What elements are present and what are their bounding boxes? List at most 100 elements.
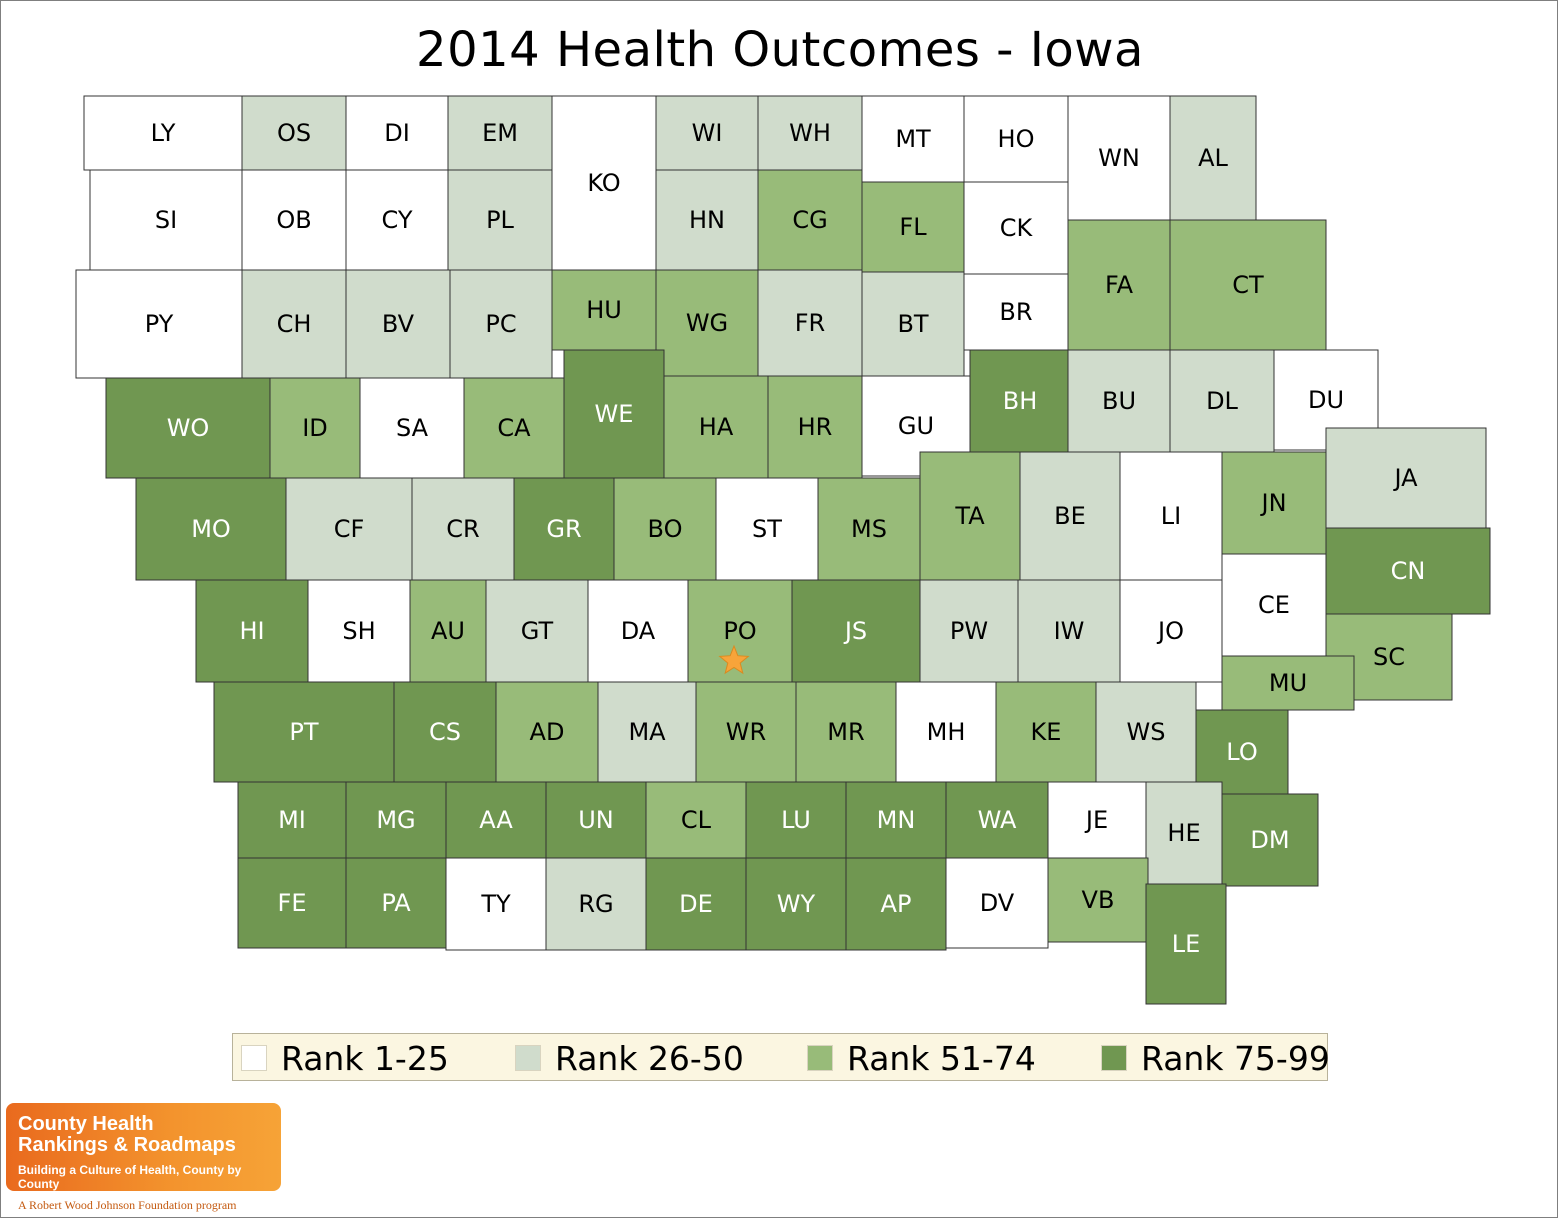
county-mn: MN [845, 781, 947, 859]
legend-swatch [1101, 1045, 1127, 1071]
county-dl: DL [1169, 349, 1275, 453]
county-shape [845, 857, 947, 951]
county-py: PY [75, 269, 243, 379]
legend-swatch [515, 1045, 541, 1071]
county-shape [1095, 681, 1197, 783]
county-we: WE [563, 349, 665, 479]
county-st: ST [715, 477, 819, 581]
county-label: BR [999, 298, 1032, 326]
county-ke: KE [995, 681, 1097, 783]
county-shape [1047, 781, 1147, 859]
county-gr: GR [513, 477, 615, 581]
county-wa: WA [945, 781, 1049, 859]
county-label: HR [798, 413, 833, 441]
county-ho: HO [963, 95, 1069, 183]
county-mu: MU [1221, 655, 1355, 711]
county-shape [463, 377, 565, 479]
county-label: JN [1259, 489, 1286, 517]
county-label: HI [239, 617, 264, 645]
county-label: WN [1098, 144, 1140, 172]
county-shape [393, 681, 497, 783]
county-label: AD [530, 718, 565, 746]
county-vb: VB [1047, 857, 1149, 943]
county-label: DL [1206, 387, 1238, 415]
county-wh: WH [757, 95, 863, 171]
county-label: PO [723, 617, 756, 645]
county-label: CS [429, 718, 461, 746]
county-shape [563, 349, 665, 479]
county-label: FL [899, 213, 927, 241]
county-label: CK [1000, 214, 1034, 242]
county-label: CE [1258, 591, 1290, 619]
county-label: IW [1054, 617, 1085, 645]
county-ch: CH [241, 269, 347, 379]
county-shape [213, 681, 395, 783]
county-label: DA [621, 617, 656, 645]
county-ha: HA [663, 375, 769, 479]
county-label: DI [384, 119, 410, 147]
county-label: MR [827, 718, 864, 746]
county-ce: CE [1221, 553, 1327, 657]
county-shape [995, 681, 1097, 783]
county-ty: TY [445, 857, 547, 951]
county-bh: BH [969, 349, 1071, 453]
county-shape [411, 477, 515, 581]
county-label: TY [480, 890, 511, 918]
capital-star-icon [718, 644, 750, 675]
county-mi: MI [237, 781, 347, 859]
county-label: CR [446, 515, 479, 543]
county-id: ID [269, 377, 361, 479]
county-shape [919, 451, 1021, 581]
county-ck: CK [963, 181, 1069, 275]
county-label: AA [479, 806, 513, 834]
county-fr: FR [757, 269, 863, 377]
county-label: JE [1084, 806, 1108, 834]
county-shape [445, 857, 547, 951]
county-shape [945, 857, 1049, 949]
county-label: BH [1003, 387, 1038, 415]
county-shape [645, 781, 747, 859]
county-ma: MA [597, 681, 697, 783]
county-label: WI [692, 119, 723, 147]
county-shape [795, 681, 897, 783]
county-label: PA [381, 889, 411, 917]
county-label: KO [587, 169, 620, 197]
county-label: LE [1172, 930, 1201, 958]
county-label: OB [276, 206, 311, 234]
legend-label: Rank 1-25 [281, 1038, 449, 1078]
legend-swatch [807, 1045, 833, 1071]
county-label: SH [342, 617, 375, 645]
county-label: MN [877, 806, 916, 834]
county-shape [969, 349, 1071, 453]
county-label: UN [578, 806, 614, 834]
county-label: EM [482, 119, 518, 147]
county-shape [1019, 451, 1121, 581]
legend-label: Rank 26-50 [555, 1038, 744, 1078]
county-label: JO [1156, 617, 1184, 645]
county-label: GU [898, 412, 934, 440]
county-shape [655, 169, 759, 271]
county-label: GR [546, 515, 581, 543]
county-label: MU [1269, 669, 1307, 697]
county-shape [237, 781, 347, 859]
county-shape [861, 181, 965, 273]
county-wn: WN [1067, 95, 1171, 221]
county-label: PY [145, 310, 174, 338]
county-label: DU [1308, 386, 1344, 414]
county-label: WH [789, 119, 831, 147]
county-label: LU [781, 806, 811, 834]
county-shape [663, 375, 769, 479]
county-da: DA [587, 579, 689, 683]
county-label: LY [151, 119, 176, 147]
county-label: MI [278, 806, 306, 834]
county-ta: TA [919, 451, 1021, 581]
county-shape [195, 579, 309, 683]
county-label: HU [586, 296, 622, 324]
county-he: HE [1145, 781, 1223, 885]
county-wy: WY [745, 857, 847, 951]
county-shape [757, 95, 863, 171]
county-al: AL [1169, 95, 1257, 221]
county-shape [587, 579, 689, 683]
county-label: BV [382, 310, 415, 338]
county-shape [1221, 553, 1327, 657]
